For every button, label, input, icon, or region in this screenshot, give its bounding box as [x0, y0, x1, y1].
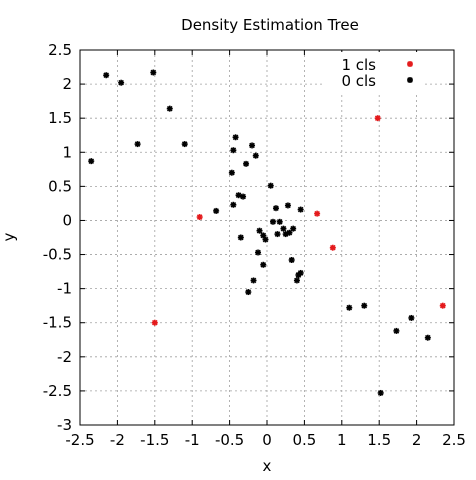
- x-tick-label: -1.5: [140, 431, 169, 449]
- legend-marker-1-cls: [407, 61, 413, 67]
- point-0-cls: [288, 257, 295, 263]
- x-tick-label: 2: [412, 431, 422, 449]
- point-0-cls: [230, 147, 237, 154]
- y-tick-label: -1: [57, 280, 72, 298]
- y-axis-label: y: [0, 232, 18, 241]
- point-0-cls: [228, 169, 235, 176]
- x-tick-label: -2: [110, 431, 125, 449]
- x-tick-label: -2.5: [65, 431, 94, 449]
- legend-marker-0-cls: [407, 77, 413, 83]
- point-0-cls: [237, 234, 244, 241]
- x-axis-label: x: [263, 457, 272, 475]
- point-0-cls: [284, 202, 291, 209]
- point-0-cls: [240, 193, 247, 200]
- data-points: [88, 69, 446, 396]
- point-0-cls: [295, 272, 302, 278]
- x-tick-label: 0: [262, 431, 272, 449]
- point-0-cls: [260, 261, 267, 268]
- point-0-cls: [269, 218, 276, 225]
- x-tick-label: 2.5: [442, 431, 466, 449]
- point-1-cls: [374, 115, 381, 122]
- point-0-cls: [424, 334, 431, 341]
- point-0-cls: [88, 158, 95, 165]
- y-tick-label: -1.5: [43, 314, 72, 332]
- point-0-cls: [256, 227, 263, 234]
- point-0-cls: [118, 79, 125, 86]
- legend-markers: [407, 61, 413, 83]
- y-tick-label: 2.5: [48, 41, 72, 59]
- x-tick-label: -1: [185, 431, 200, 449]
- point-0-cls: [408, 314, 415, 321]
- x-tick-label: 1.5: [367, 431, 391, 449]
- point-0-cls: [255, 249, 262, 256]
- y-tick-label: 1: [62, 143, 72, 161]
- point-1-cls: [314, 210, 321, 217]
- point-0-cls: [290, 225, 297, 232]
- point-0-cls: [230, 201, 237, 208]
- y-tick-label: -2: [57, 348, 72, 366]
- y-tick-label: -3: [57, 416, 72, 434]
- legend-label-0-cls: 0 cls: [341, 72, 376, 90]
- point-0-cls: [276, 218, 283, 225]
- point-0-cls: [282, 231, 289, 238]
- x-tick-label: -0.5: [215, 431, 244, 449]
- point-0-cls: [249, 142, 256, 149]
- y-tick-label: -0.5: [43, 246, 72, 264]
- legend: 1 cls 0 cls: [322, 52, 422, 92]
- point-0-cls: [267, 182, 274, 189]
- y-tick-label: 0: [62, 211, 72, 229]
- point-1-cls: [439, 302, 446, 309]
- point-0-cls: [272, 205, 279, 212]
- point-0-cls: [393, 327, 400, 334]
- point-0-cls: [134, 141, 141, 148]
- tick-marks: [79, 49, 455, 426]
- point-0-cls: [250, 277, 257, 284]
- grid: [80, 50, 454, 425]
- point-0-cls: [361, 302, 368, 309]
- point-0-cls: [293, 277, 300, 284]
- point-0-cls: [377, 389, 384, 396]
- legend-label-1-cls: 1 cls: [341, 56, 376, 74]
- point-0-cls: [245, 289, 252, 296]
- point-0-cls: [274, 231, 281, 238]
- point-1-cls: [329, 244, 336, 251]
- point-0-cls: [297, 206, 304, 213]
- legend-background: [322, 52, 422, 92]
- point-0-cls: [262, 236, 269, 243]
- x-tick-label: 1: [337, 431, 347, 449]
- point-0-cls: [346, 304, 353, 311]
- y-tick-label: -2.5: [43, 382, 72, 400]
- point-0-cls: [243, 160, 250, 167]
- point-0-cls: [232, 134, 239, 141]
- point-0-cls: [280, 225, 287, 232]
- chart-title: Density Estimation Tree: [181, 16, 359, 34]
- x-tick-labels: -2.5 -2 -1.5 -1 -0.5 0 0.5 1 1.5 2 2.5: [65, 431, 466, 449]
- point-0-cls: [252, 152, 259, 159]
- y-tick-label: 1.5: [48, 109, 72, 127]
- point-0-cls: [166, 105, 173, 112]
- x-tick-label: 0.5: [292, 431, 316, 449]
- y-tick-label: 0.5: [48, 177, 72, 195]
- point-0-cls: [213, 207, 220, 214]
- point-0-cls: [150, 69, 157, 76]
- point-1-cls: [151, 319, 158, 326]
- point-0-cls: [181, 141, 188, 148]
- point-0-cls: [103, 72, 110, 79]
- y-tick-labels: -3 -2.5 -2 -1.5 -1 -0.5 0 0.5 1 1.5 2 2.5: [43, 41, 72, 434]
- point-1-cls: [196, 214, 203, 221]
- y-tick-label: 2: [62, 75, 72, 93]
